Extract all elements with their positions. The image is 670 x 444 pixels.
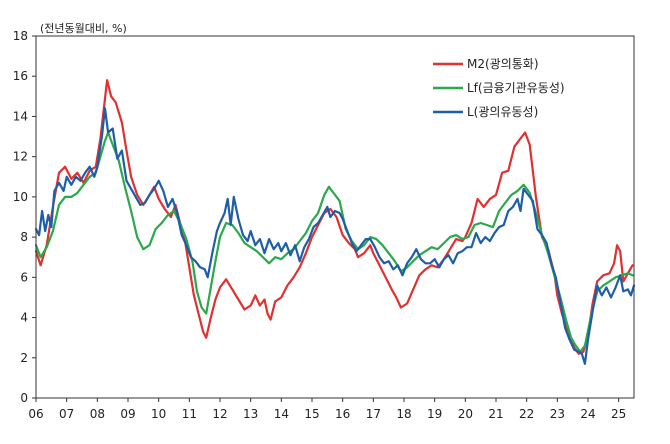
x-tick-label: 14 xyxy=(274,407,289,421)
x-tick-label: 25 xyxy=(611,407,626,421)
y-tick-label: 6 xyxy=(20,270,28,284)
x-tick-label: 09 xyxy=(120,407,135,421)
plot-frame xyxy=(35,35,635,399)
y-tick-label: 0 xyxy=(20,391,28,405)
series-lines xyxy=(34,79,636,365)
y-tick-label: 2 xyxy=(20,351,28,365)
x-tick-label: 16 xyxy=(335,407,350,421)
x-tick-label: 19 xyxy=(427,407,442,421)
y-tick-label: 8 xyxy=(20,230,28,244)
x-tick-label: 20 xyxy=(458,407,473,421)
x-tick-label: 11 xyxy=(182,407,197,421)
y-tick-label: 14 xyxy=(13,109,28,123)
legend-label-1: Lf(금융기관유동성) xyxy=(467,81,565,95)
x-tick-label: 12 xyxy=(212,407,227,421)
series-line-1 xyxy=(34,131,634,353)
x-tick-label: 21 xyxy=(488,407,503,421)
y-tick-label: 10 xyxy=(13,190,28,204)
y-tick-label: 18 xyxy=(13,29,28,43)
y-axis-ticks: 0 2 4 6 8 10 12 14 16 18 xyxy=(13,29,36,405)
x-axis-ticks: 06 07 08 09 10 11 12 13 14 15 16 17 18 19 20 21 22 23 24 25 xyxy=(28,398,626,421)
legend-label-2: L(광의유동성) xyxy=(467,105,538,119)
series-line-0 xyxy=(34,79,634,355)
x-tick-label: 18 xyxy=(396,407,411,421)
x-tick-label: 17 xyxy=(366,407,381,421)
x-tick-label: 13 xyxy=(243,407,258,421)
y-tick-label: 4 xyxy=(20,311,28,325)
legend-label-0: M2(광의통화) xyxy=(467,57,539,71)
x-tick-label: 15 xyxy=(304,407,319,421)
x-tick-label: 10 xyxy=(151,407,166,421)
x-tick-label: 08 xyxy=(90,407,105,421)
y-tick-label: 16 xyxy=(13,69,28,83)
legend: M2(광의통화) Lf(금융기관유동성) L(광의유동성) xyxy=(433,57,565,119)
x-tick-label: 22 xyxy=(519,407,534,421)
x-tick-label: 06 xyxy=(28,407,43,421)
y-tick-label: 12 xyxy=(13,150,28,164)
series-line-2 xyxy=(34,107,636,365)
x-tick-label: 07 xyxy=(59,407,74,421)
x-tick-label: 23 xyxy=(550,407,565,421)
x-tick-label: 24 xyxy=(580,407,595,421)
unit-label: (전년동월대비, %) xyxy=(40,22,127,35)
